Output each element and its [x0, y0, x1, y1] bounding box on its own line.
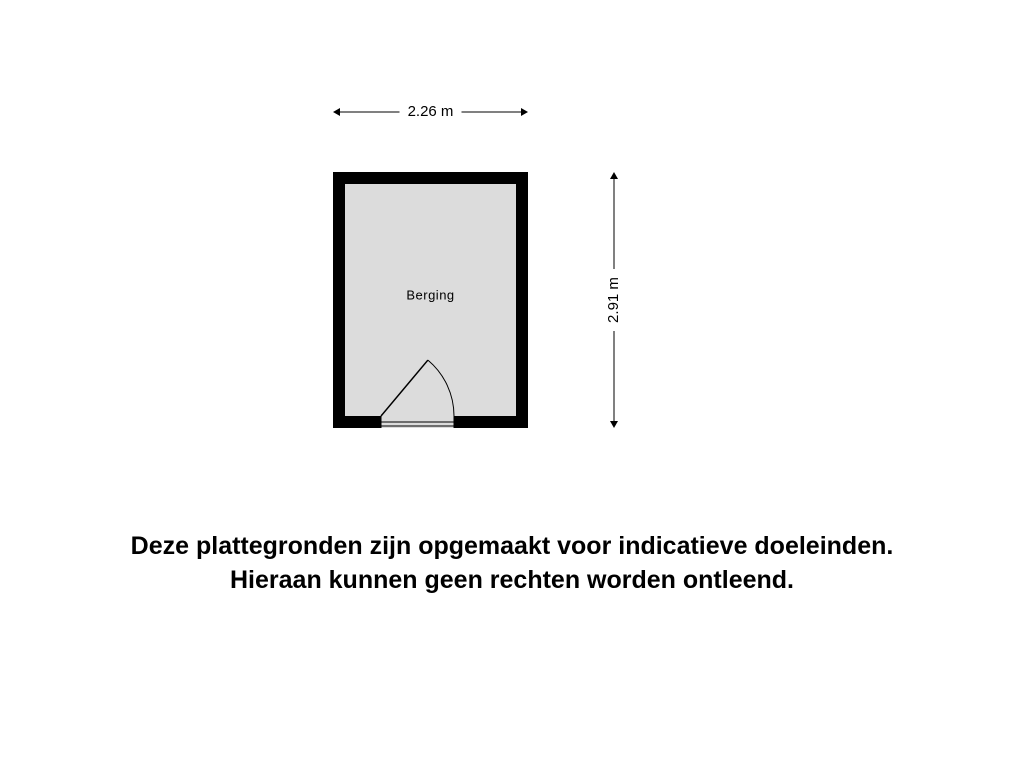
caption-line-2: Hieraan kunnen geen rechten worden ontle…: [230, 566, 794, 594]
dim-width-label: 2.26 m: [408, 103, 454, 120]
floorplan-svg: Berging 2.26 m 2.91 m: [0, 0, 1024, 768]
dim-height-label: 2.91 m: [605, 277, 622, 323]
dim-arrowhead: [521, 108, 528, 116]
caption-line-1: Deze plattegronden zijn opgemaakt voor i…: [131, 532, 894, 560]
dim-arrowhead: [333, 108, 340, 116]
disclaimer-caption: Deze plattegronden zijn opgemaakt voor i…: [0, 530, 1024, 598]
dim-arrowhead: [610, 421, 618, 428]
dim-arrowhead: [610, 172, 618, 179]
room-label: Berging: [406, 287, 454, 302]
